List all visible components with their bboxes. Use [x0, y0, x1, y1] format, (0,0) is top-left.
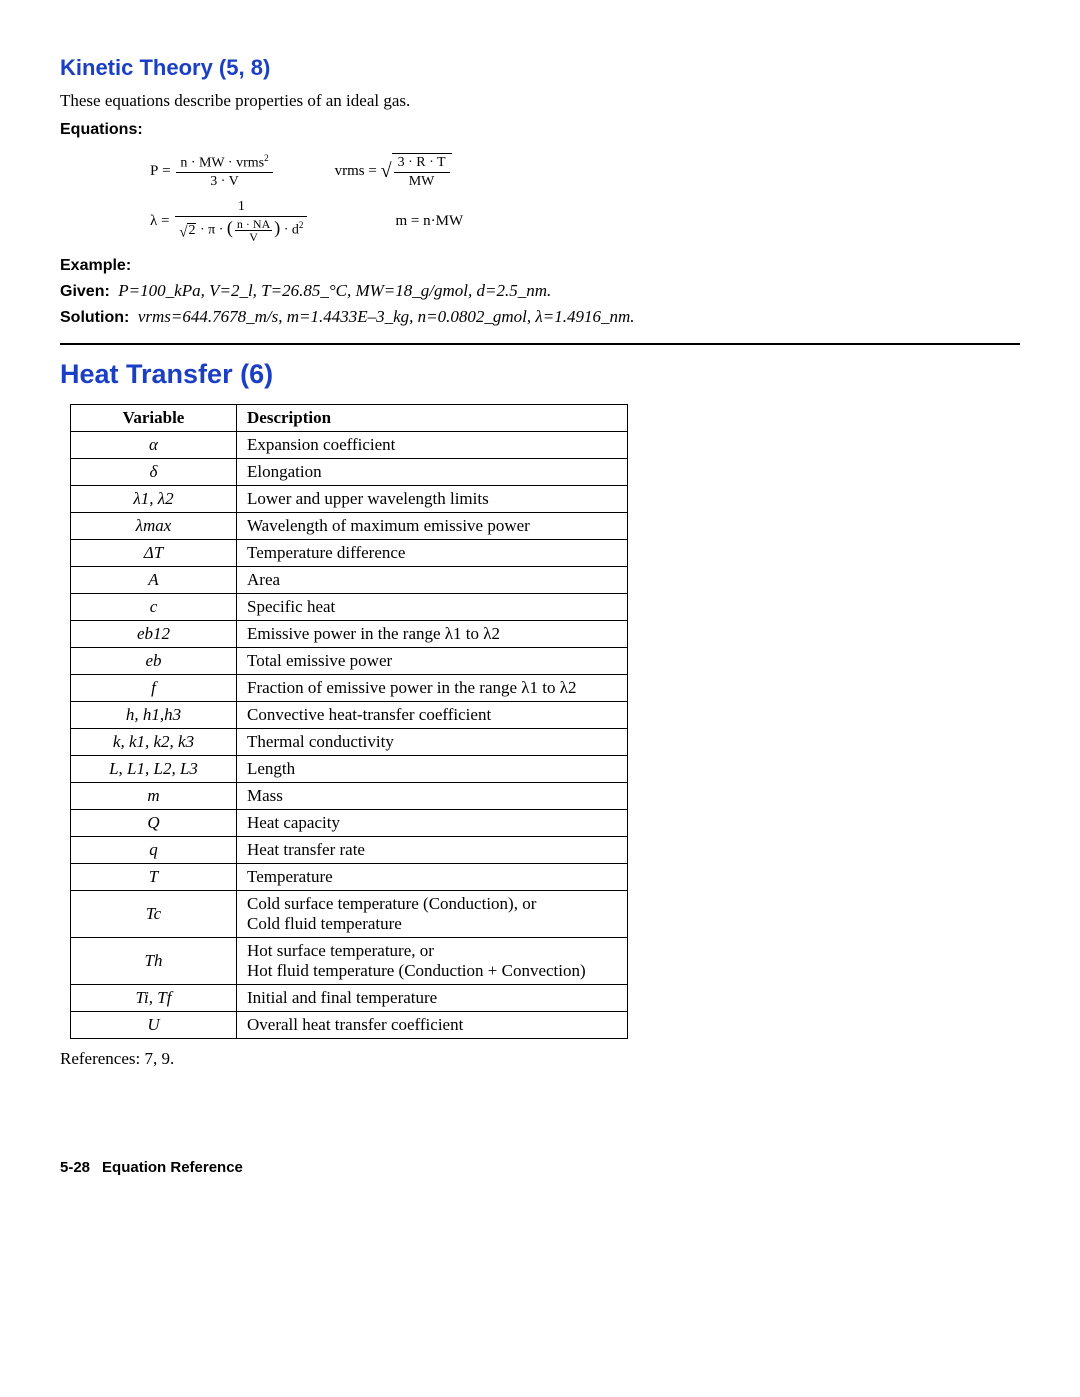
description-cell: Mass [237, 782, 628, 809]
description-cell: Cold surface temperature (Conduction), o… [237, 890, 628, 937]
table-row: λ1, λ2Lower and upper wavelength limits [71, 485, 628, 512]
variable-cell: c [71, 593, 237, 620]
table-row: αExpansion coefficient [71, 431, 628, 458]
variable-cell: λ1, λ2 [71, 485, 237, 512]
variable-cell: λmax [71, 512, 237, 539]
solution-line: Solution: vrms=644.7678_m/s, m=1.4433E–3… [60, 307, 1020, 327]
example-label: Example: [60, 257, 1020, 275]
table-row: QHeat capacity [71, 809, 628, 836]
table-row: TcCold surface temperature (Conduction),… [71, 890, 628, 937]
table-row: h, h1,h3Convective heat-transfer coeffic… [71, 701, 628, 728]
description-cell: Elongation [237, 458, 628, 485]
heat-transfer-heading: Heat Transfer (6) [60, 349, 1020, 390]
variable-cell: f [71, 674, 237, 701]
table-row: ThHot surface temperature, orHot fluid t… [71, 937, 628, 984]
variable-cell: Ti, Tf [71, 984, 237, 1011]
section-divider [60, 343, 1020, 345]
table-row: eb12Emissive power in the range λ1 to λ2 [71, 620, 628, 647]
given-body: P=100_kPa, V=2_l, T=26.85_°C, MW=18_g/gm… [118, 281, 551, 300]
col-header-variable: Variable [71, 404, 237, 431]
references-text: References: 7, 9. [60, 1049, 1020, 1069]
description-cell: Temperature [237, 863, 628, 890]
variable-cell: Q [71, 809, 237, 836]
description-cell: Initial and final temperature [237, 984, 628, 1011]
table-row: ΔTTemperature difference [71, 539, 628, 566]
description-cell: Thermal conductivity [237, 728, 628, 755]
table-row: δElongation [71, 458, 628, 485]
equation-m: m = n · MW [395, 213, 463, 230]
equations-block: P = n · MW · vrms2 3 · V vrms = √ 3 · R … [150, 153, 1020, 243]
kinetic-intro-text: These equations describe properties of a… [60, 91, 1020, 111]
variable-cell: A [71, 566, 237, 593]
equation-row-1: P = n · MW · vrms2 3 · V vrms = √ 3 · R … [150, 153, 1020, 189]
description-cell: Fraction of emissive power in the range … [237, 674, 628, 701]
equation-lambda: λ = 1 √2 · π · (n · NAV) · d2 [150, 199, 309, 242]
table-row: cSpecific heat [71, 593, 628, 620]
description-cell: Specific heat [237, 593, 628, 620]
variable-cell: k, k1, k2, k3 [71, 728, 237, 755]
given-line: Given: P=100_kPa, V=2_l, T=26.85_°C, MW=… [60, 281, 1020, 301]
equation-vrms: vrms = √ 3 · R · T MW [335, 153, 452, 189]
equation-p: P = n · MW · vrms2 3 · V [150, 153, 275, 189]
solution-body: vrms=644.7678_m/s, m=1.4433E–3_kg, n=0.0… [138, 307, 635, 326]
table-row: UOverall heat transfer coefficient [71, 1011, 628, 1038]
description-cell: Heat capacity [237, 809, 628, 836]
description-cell: Hot surface temperature, orHot fluid tem… [237, 937, 628, 984]
table-row: qHeat transfer rate [71, 836, 628, 863]
variable-cell: h, h1,h3 [71, 701, 237, 728]
variable-cell: L, L1, L2, L3 [71, 755, 237, 782]
page-footer: 5-28 Equation Reference [60, 1159, 1020, 1176]
variable-cell: eb [71, 647, 237, 674]
description-cell: Length [237, 755, 628, 782]
variable-cell: T [71, 863, 237, 890]
table-row: λmaxWavelength of maximum emissive power [71, 512, 628, 539]
variable-cell: ΔT [71, 539, 237, 566]
description-cell: Convective heat-transfer coefficient [237, 701, 628, 728]
table-row: ebTotal emissive power [71, 647, 628, 674]
description-cell: Emissive power in the range λ1 to λ2 [237, 620, 628, 647]
description-cell: Expansion coefficient [237, 431, 628, 458]
page-number: 5-28 [60, 1159, 90, 1176]
description-cell: Heat transfer rate [237, 836, 628, 863]
table-row: k, k1, k2, k3Thermal conductivity [71, 728, 628, 755]
table-row: L, L1, L2, L3Length [71, 755, 628, 782]
table-row: fFraction of emissive power in the range… [71, 674, 628, 701]
description-cell: Area [237, 566, 628, 593]
heat-variable-table: Variable Description αExpansion coeffici… [70, 404, 628, 1039]
kinetic-theory-heading: Kinetic Theory (5, 8) [60, 55, 1020, 81]
footer-label: Equation Reference [102, 1159, 243, 1176]
variable-cell: α [71, 431, 237, 458]
solution-label: Solution: [60, 309, 129, 326]
table-row: TTemperature [71, 863, 628, 890]
table-row: Ti, TfInitial and final temperature [71, 984, 628, 1011]
description-cell: Lower and upper wavelength limits [237, 485, 628, 512]
col-header-description: Description [237, 404, 628, 431]
table-row: mMass [71, 782, 628, 809]
given-label: Given: [60, 283, 110, 300]
variable-cell: q [71, 836, 237, 863]
variable-cell: m [71, 782, 237, 809]
description-cell: Temperature difference [237, 539, 628, 566]
variable-cell: Th [71, 937, 237, 984]
variable-cell: eb12 [71, 620, 237, 647]
variable-cell: U [71, 1011, 237, 1038]
equations-label: Equations: [60, 121, 1020, 139]
variable-cell: Tc [71, 890, 237, 937]
table-row: AArea [71, 566, 628, 593]
variable-cell: δ [71, 458, 237, 485]
description-cell: Wavelength of maximum emissive power [237, 512, 628, 539]
table-header-row: Variable Description [71, 404, 628, 431]
description-cell: Overall heat transfer coefficient [237, 1011, 628, 1038]
description-cell: Total emissive power [237, 647, 628, 674]
equation-row-2: λ = 1 √2 · π · (n · NAV) · d2 m = n · MW [150, 199, 1020, 242]
